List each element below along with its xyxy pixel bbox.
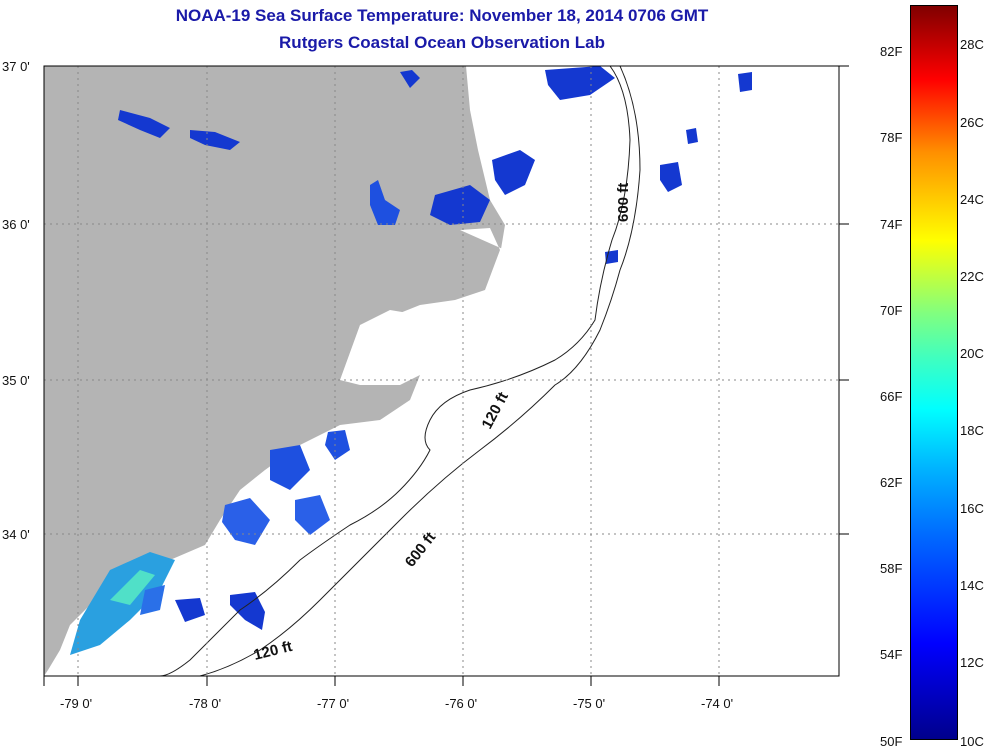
lon-label: -77 0' [317,696,349,711]
isobath-lines [159,66,641,676]
map-subtitle: Rutgers Coastal Ocean Observation Lab [279,33,605,52]
lon-label: -78 0' [189,696,221,711]
lon-label: -74 0' [701,696,733,711]
colorbar-f-label: 66F [880,389,903,404]
colorbar-c-label: 20C [960,346,984,361]
colorbar-f-label: 54F [880,647,903,662]
isobath-label: 120 ft [479,389,512,432]
colorbar-c-label: 14C [960,578,984,593]
colorbar-c-label: 28C [960,37,984,52]
colorbar-f-label: 70F [880,303,903,318]
isobath-label: 120 ft [252,638,294,664]
map-frame [43,65,840,677]
colorbar-c-label: 18C [960,423,984,438]
lat-label: 37 0' [2,59,30,74]
colorbar-f-label: 58F [880,561,903,576]
lat-label: 35 0' [2,373,30,388]
pamlico-sound [345,228,505,380]
isobath-label: 600 ft [615,183,632,222]
colorbar-c-label: 26C [960,115,984,130]
isobath-label: 600 ft [402,529,440,570]
graticule [44,66,839,676]
temperature-colorbar [910,5,958,740]
lon-label: -75 0' [573,696,605,711]
lat-label: 34 0' [2,527,30,542]
colorbar-f-label: 50F [880,734,903,749]
colorbar-f-label: 78F [880,130,903,145]
colorbar-c-label: 12C [960,655,984,670]
colorbar-c-label: 24C [960,192,984,207]
lon-label: -76 0' [445,696,477,711]
colorbar-f-label: 62F [880,475,903,490]
colorbar-c-label: 16C [960,501,984,516]
colorbar-f-label: 82F [880,44,903,59]
axis-ticks [43,65,849,686]
sst-patches [70,66,752,655]
colorbar-c-label: 10C [960,734,984,749]
map-title: NOAA-19 Sea Surface Temperature: Novembe… [175,6,709,25]
lon-label: -79 0' [60,696,92,711]
lat-label: 36 0' [2,217,30,232]
colorbar-f-label: 74F [880,217,903,232]
colorbar-c-label: 22C [960,269,984,284]
